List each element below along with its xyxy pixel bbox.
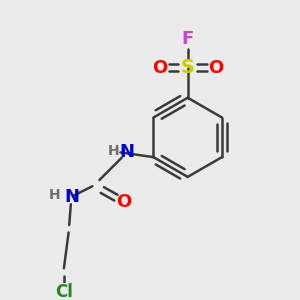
Text: S: S <box>181 58 195 77</box>
Text: O: O <box>208 58 224 76</box>
Text: N: N <box>119 143 134 161</box>
Text: O: O <box>117 193 132 211</box>
Text: F: F <box>182 30 194 48</box>
Text: N: N <box>64 188 79 206</box>
Text: H: H <box>108 143 120 158</box>
Text: O: O <box>152 58 167 76</box>
Text: H: H <box>49 188 60 202</box>
Text: Cl: Cl <box>55 283 73 300</box>
